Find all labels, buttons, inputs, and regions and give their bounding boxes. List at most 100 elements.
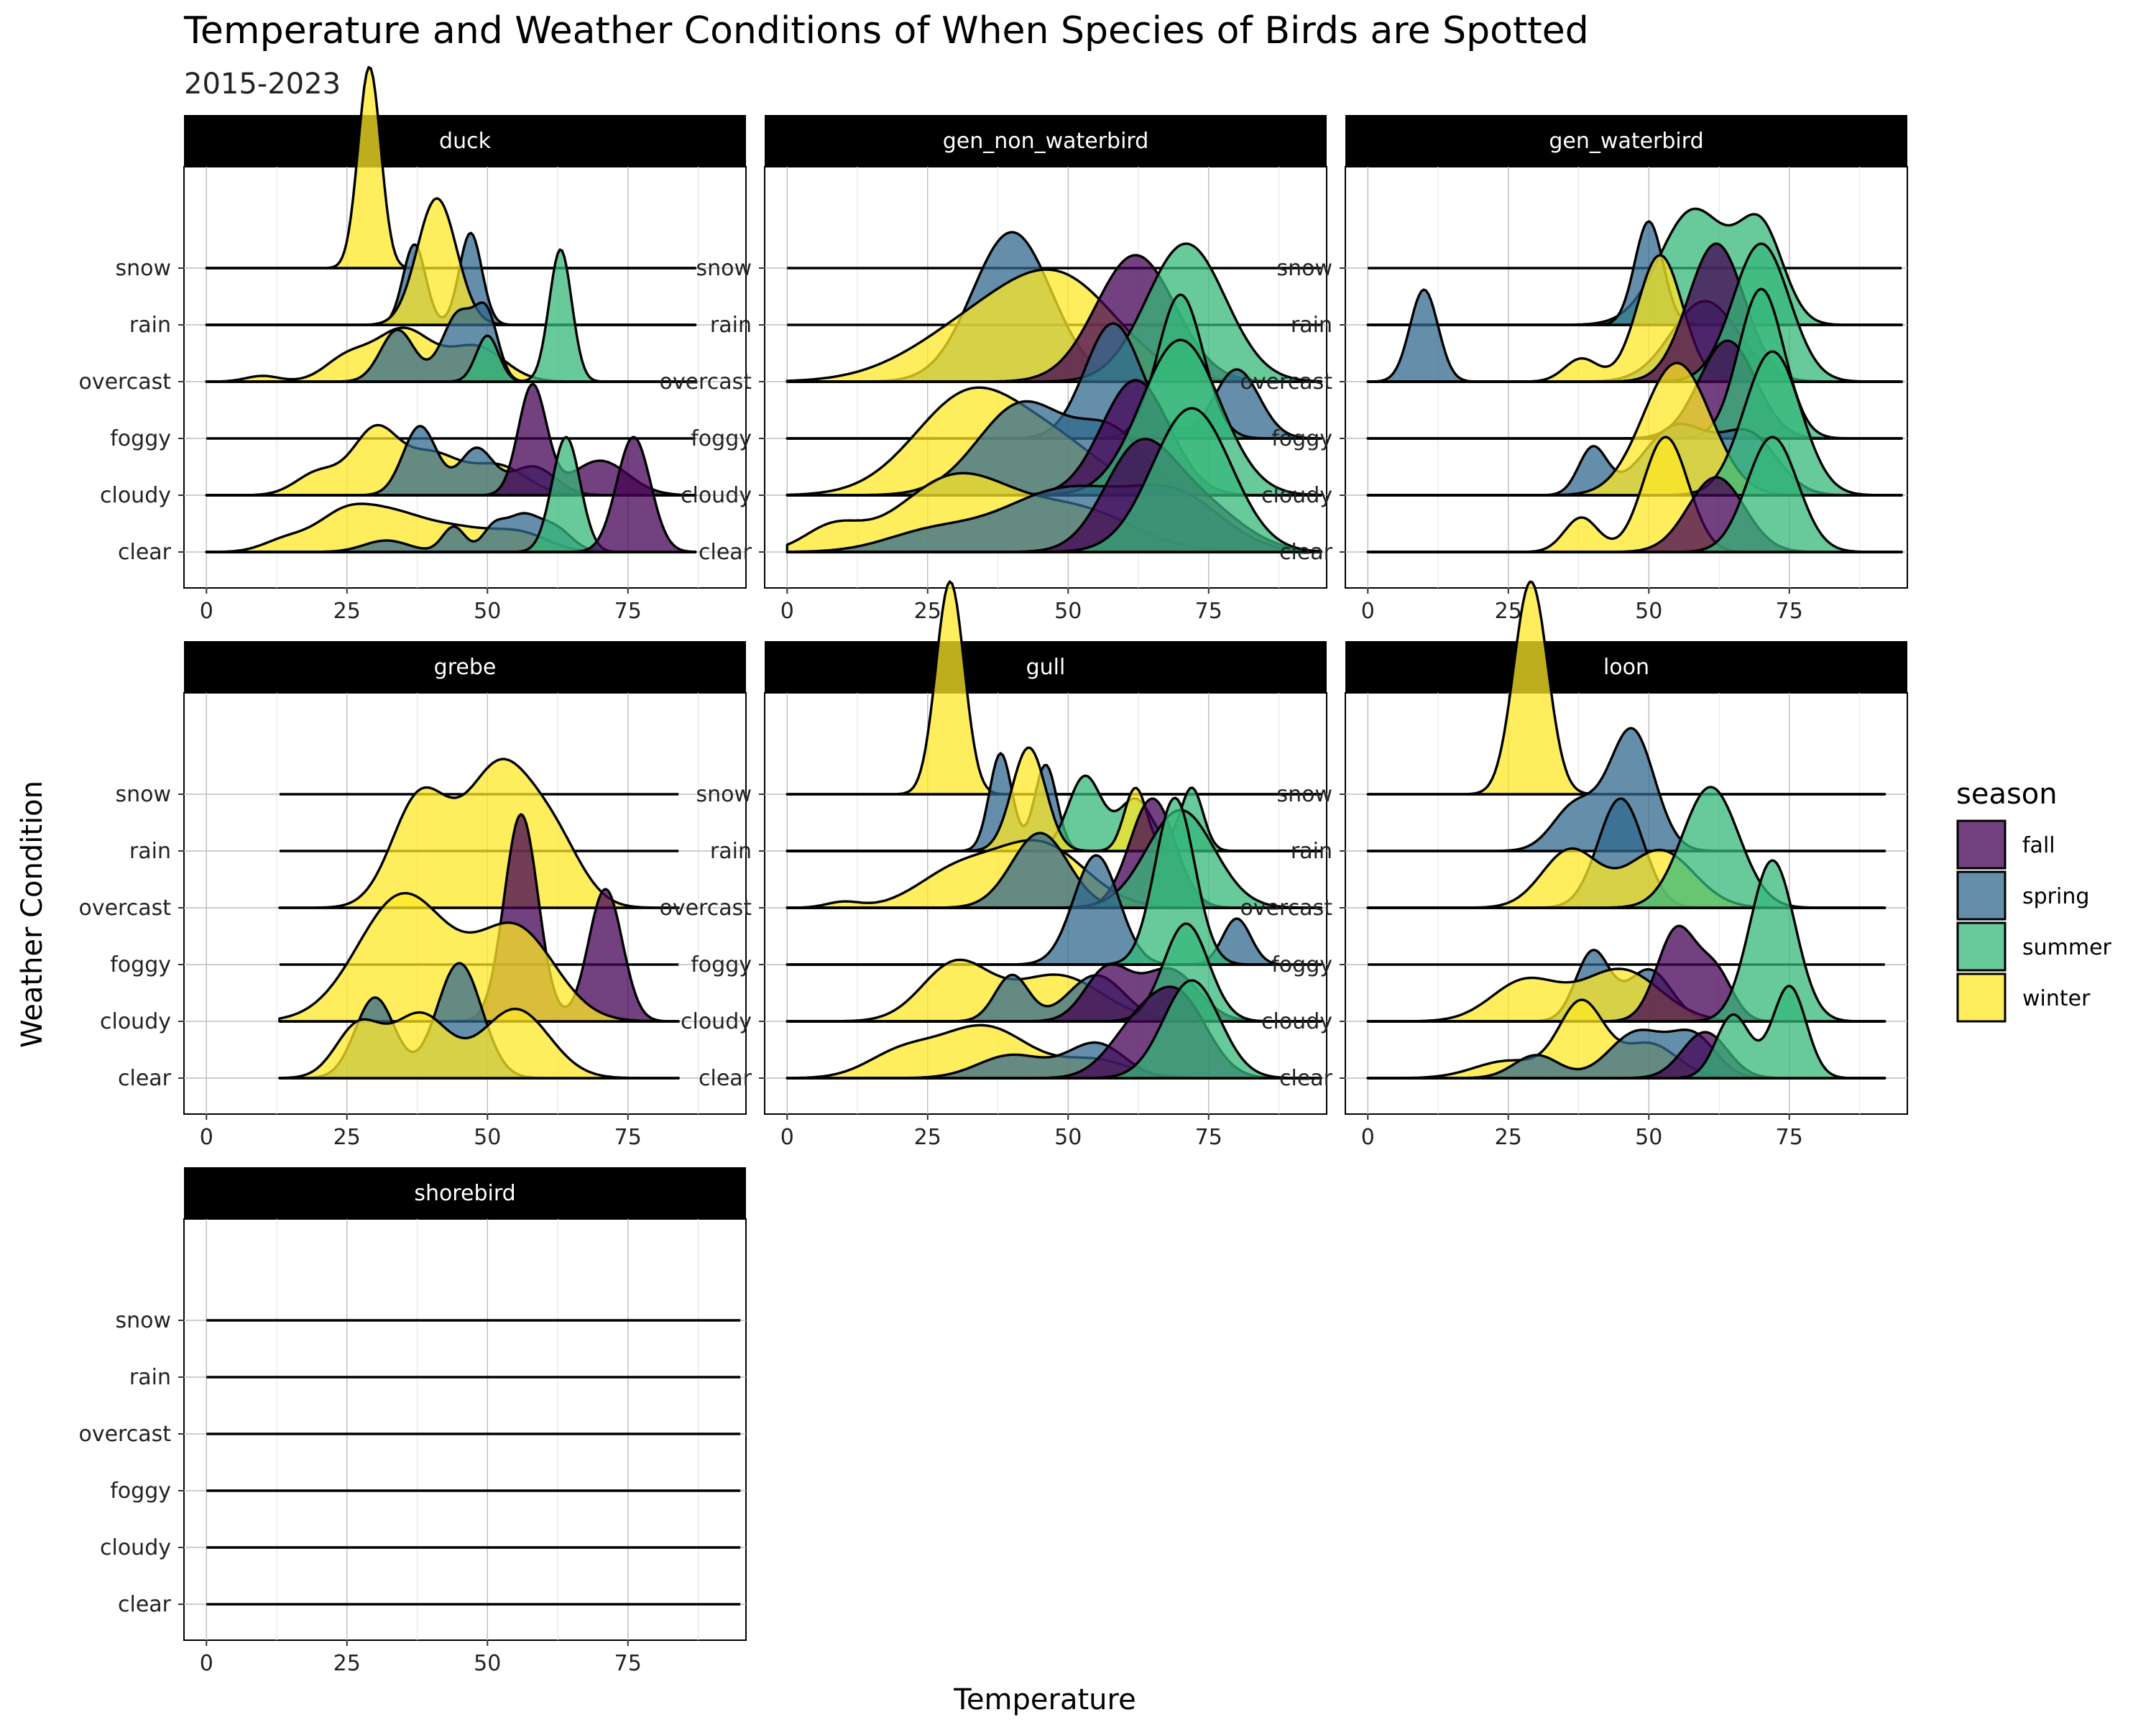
y-tick-label: cloudy bbox=[100, 483, 171, 508]
y-axis: clear cloudy foggy overcast rain snow bbox=[78, 1308, 184, 1617]
panel-grebe: grebe clear cloudy foggy overcast rain snow 0 25… bbox=[78, 641, 747, 1150]
x-axis: 0 25 50 75 bbox=[200, 1114, 642, 1150]
x-tick-label: 25 bbox=[1495, 599, 1522, 624]
strip-loon bbox=[1345, 641, 1907, 693]
y-tick-label: clear bbox=[118, 1592, 172, 1617]
strip-label: gen_non_waterbird bbox=[943, 129, 1149, 154]
strip-gen_non_waterbird bbox=[765, 115, 1327, 167]
y-tick-label: cloudy bbox=[1261, 483, 1332, 508]
x-tick-label: 0 bbox=[1361, 1125, 1375, 1150]
y-axis-title: Weather Condition bbox=[16, 781, 49, 1048]
x-axis: 0 25 50 75 bbox=[780, 588, 1222, 624]
ridge-rain-winter bbox=[786, 746, 1322, 852]
chart-title: Temperature and Weather Conditions of Wh… bbox=[183, 9, 1589, 52]
legend-title: season bbox=[1956, 778, 2058, 811]
x-tick-label: 0 bbox=[780, 1125, 794, 1150]
y-axis: clear cloudy foggy overcast rain snow bbox=[78, 256, 184, 565]
x-tick-label: 25 bbox=[333, 1651, 361, 1676]
ridge-rain-spring bbox=[1366, 727, 1886, 852]
legend-label-winter: winter bbox=[2022, 986, 2091, 1011]
strip-shorebird bbox=[184, 1167, 746, 1219]
y-tick-label: snow bbox=[115, 782, 171, 807]
x-axis: 0 25 50 75 bbox=[200, 588, 642, 624]
ridge-overcast-summer bbox=[1366, 786, 1886, 909]
panel-gull: gull clear cloudy foggy overcast rain snow 0 25 5… bbox=[659, 580, 1327, 1150]
y-tick-label: overcast bbox=[659, 896, 752, 921]
x-tick-label: 50 bbox=[1635, 599, 1662, 624]
ridge-clear-summer bbox=[1366, 985, 1886, 1080]
y-axis: clear cloudy foggy overcast rain snow bbox=[1240, 782, 1345, 1091]
y-axis: clear cloudy foggy overcast rain snow bbox=[78, 782, 184, 1091]
y-tick-label: cloudy bbox=[681, 1009, 752, 1034]
y-tick-label: snow bbox=[696, 256, 752, 281]
x-tick-label: 75 bbox=[1776, 1125, 1803, 1150]
ridge-clear-winter bbox=[278, 1008, 680, 1080]
x-tick-label: 75 bbox=[614, 599, 642, 624]
legend-key-fall bbox=[1956, 819, 2007, 870]
y-tick-label: rain bbox=[1291, 839, 1332, 864]
x-tick-label: 25 bbox=[333, 599, 361, 624]
x-tick-label: 50 bbox=[474, 1651, 501, 1676]
ridges bbox=[278, 758, 680, 1080]
legend-key-spring bbox=[1956, 870, 2007, 921]
strip-label: gen_waterbird bbox=[1549, 129, 1703, 154]
ridges bbox=[205, 65, 697, 553]
y-tick-label: overcast bbox=[1240, 896, 1332, 921]
x-axis: 0 25 50 75 bbox=[1361, 1114, 1803, 1150]
x-tick-label: 75 bbox=[614, 1651, 642, 1676]
strip-gen_waterbird bbox=[1345, 115, 1907, 167]
y-axis: clear cloudy foggy overcast rain snow bbox=[659, 782, 765, 1091]
ridge-clear-summer bbox=[1366, 436, 1903, 553]
x-tick-label: 50 bbox=[1054, 599, 1082, 624]
strip-grebe bbox=[184, 641, 746, 693]
ridges bbox=[786, 231, 1322, 553]
y-tick-label: foggy bbox=[110, 952, 171, 978]
y-tick-label: overcast bbox=[659, 369, 752, 395]
strip-label: duck bbox=[439, 129, 492, 154]
y-tick-label: overcast bbox=[78, 369, 171, 395]
y-tick-label: clear bbox=[118, 1066, 172, 1091]
ridges bbox=[786, 580, 1322, 1080]
ridge-rain-spring bbox=[1366, 220, 1903, 326]
y-tick-label: clear bbox=[1279, 1066, 1333, 1091]
y-tick-label: snow bbox=[1276, 782, 1332, 807]
y-tick-label: snow bbox=[115, 1308, 171, 1333]
ridge-cloudy-winter bbox=[278, 892, 680, 1023]
y-tick-label: cloudy bbox=[100, 1535, 171, 1560]
panel-background bbox=[183, 1218, 747, 1641]
x-tick-label: 75 bbox=[614, 1125, 642, 1150]
x-axis: 0 25 50 75 bbox=[200, 1640, 642, 1676]
x-tick-label: 75 bbox=[1776, 599, 1803, 624]
y-tick-label: rain bbox=[710, 313, 752, 338]
ridge-clear-summer bbox=[786, 979, 1322, 1080]
y-tick-label: snow bbox=[1276, 256, 1332, 281]
panel-loon: loon clear cloudy foggy overcast rain snow 0 25 5… bbox=[1240, 580, 1908, 1150]
x-axis-title: Temperature bbox=[953, 1683, 1135, 1716]
x-tick-label: 0 bbox=[200, 599, 213, 624]
ridge-cloudy-summer bbox=[1366, 859, 1886, 1023]
x-axis: 0 25 50 75 bbox=[1361, 588, 1803, 624]
x-tick-label: 25 bbox=[1495, 1125, 1522, 1150]
panel-shorebird: shorebird clear cloudy foggy overcast rain sno… bbox=[78, 1167, 747, 1676]
x-tick-label: 50 bbox=[474, 599, 501, 624]
ridges bbox=[1366, 580, 1886, 1080]
strip-label: shorebird bbox=[414, 1181, 515, 1206]
ridge-overcast-summer bbox=[205, 248, 697, 383]
y-tick-label: rain bbox=[129, 1365, 171, 1390]
x-axis: 0 25 50 75 bbox=[780, 1114, 1222, 1150]
legend: season fall spring summer winter bbox=[1956, 778, 2112, 1023]
x-tick-label: 0 bbox=[200, 1125, 213, 1150]
strip-duck bbox=[184, 115, 746, 167]
facet-panels: duck clear cloudy foggy overcast rain snow 0 25 5… bbox=[78, 65, 1908, 1676]
x-tick-label: 0 bbox=[780, 599, 794, 624]
x-tick-label: 75 bbox=[1195, 599, 1222, 624]
y-tick-label: overcast bbox=[78, 1422, 171, 1447]
y-tick-label: clear bbox=[118, 540, 172, 565]
x-tick-label: 50 bbox=[474, 1125, 501, 1150]
y-tick-label: foggy bbox=[691, 426, 752, 451]
y-tick-label: rain bbox=[1291, 313, 1332, 338]
ridge-clear-fall bbox=[205, 436, 697, 553]
